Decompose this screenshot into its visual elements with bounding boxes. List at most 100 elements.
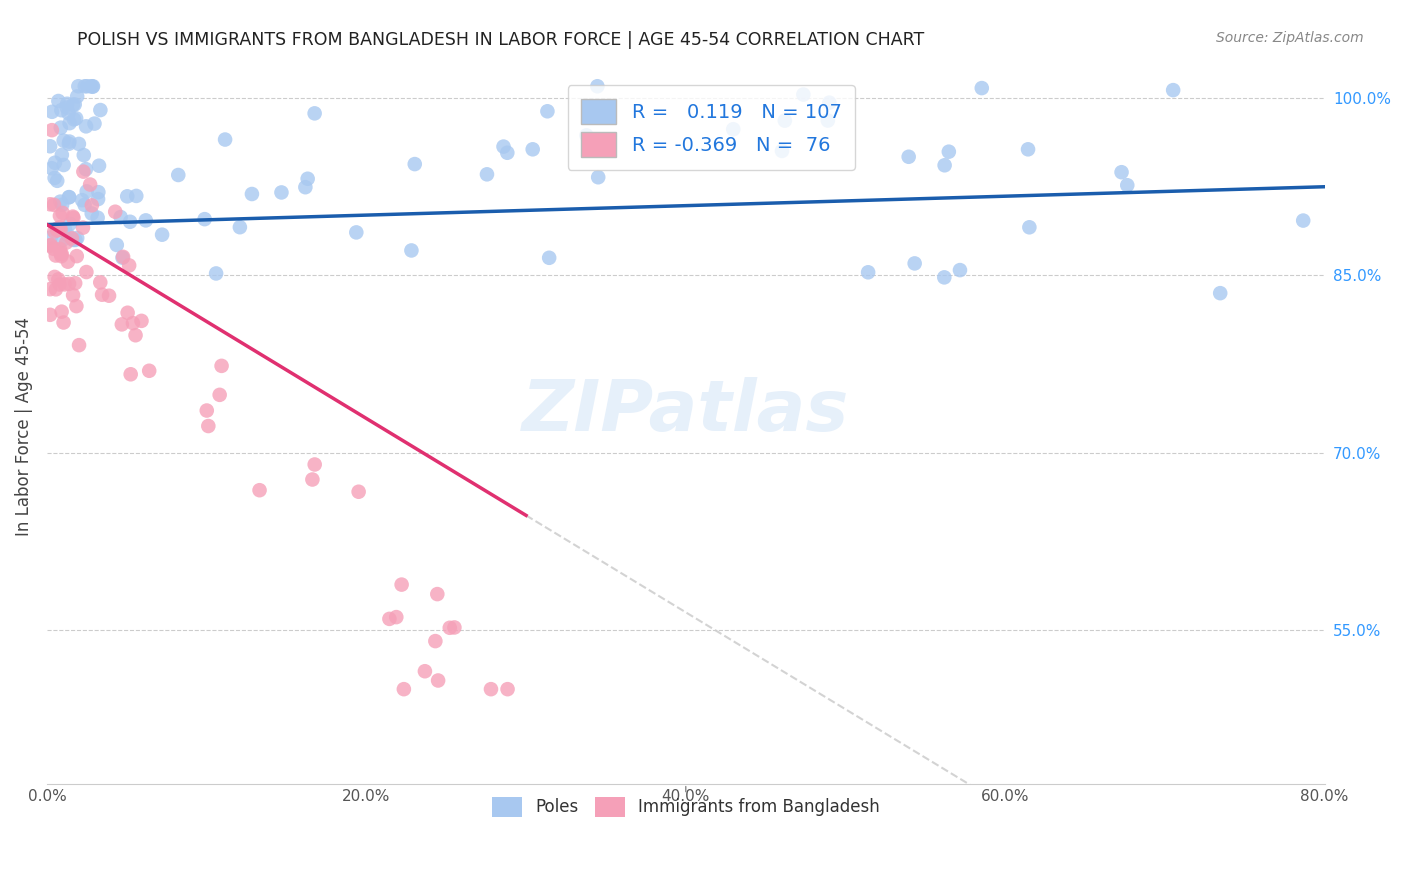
Point <box>536 104 558 119</box>
Point <box>63 97 86 112</box>
Point <box>240 186 263 201</box>
Point <box>378 612 401 626</box>
Point <box>575 128 598 143</box>
Point <box>65 299 87 313</box>
Point <box>51 103 73 118</box>
Point <box>120 215 142 229</box>
Point <box>56 96 79 111</box>
Point <box>897 150 920 164</box>
Point <box>44 170 66 185</box>
Point <box>41 123 63 137</box>
Point <box>72 220 94 235</box>
Point <box>401 244 423 258</box>
Point <box>856 265 879 279</box>
Point <box>73 79 96 94</box>
Point <box>934 270 956 285</box>
Point <box>538 251 561 265</box>
Point <box>270 186 292 200</box>
Point <box>112 250 135 264</box>
Point <box>949 263 972 277</box>
Point <box>59 217 82 231</box>
Point <box>58 277 80 291</box>
Point <box>80 206 103 220</box>
Point <box>46 221 69 235</box>
Point <box>39 197 62 211</box>
Point <box>49 246 72 260</box>
Point <box>89 103 111 117</box>
Point <box>195 403 218 417</box>
Point <box>818 95 841 110</box>
Text: Source: ZipAtlas.com: Source: ZipAtlas.com <box>1216 31 1364 45</box>
Point <box>104 204 127 219</box>
Point <box>125 189 148 203</box>
Point <box>167 168 190 182</box>
Text: ZIPatlas: ZIPatlas <box>522 377 849 446</box>
Y-axis label: In Labor Force | Age 45-54: In Labor Force | Age 45-54 <box>15 317 32 535</box>
Point <box>67 338 90 352</box>
Point <box>124 328 146 343</box>
Point <box>135 213 157 227</box>
Point <box>70 193 93 207</box>
Point <box>67 79 90 94</box>
Point <box>48 94 70 108</box>
Point <box>586 170 609 185</box>
Legend: Poles, Immigrants from Bangladesh: Poles, Immigrants from Bangladesh <box>484 789 889 825</box>
Point <box>39 282 62 296</box>
Point <box>44 269 66 284</box>
Point <box>89 276 111 290</box>
Point <box>52 134 75 148</box>
Point <box>344 226 367 240</box>
Point <box>46 174 69 188</box>
Point <box>904 256 927 270</box>
Point <box>304 106 326 120</box>
Point <box>75 162 97 177</box>
Point <box>41 104 63 119</box>
Point <box>301 473 323 487</box>
Point <box>1161 83 1184 97</box>
Point <box>62 98 84 112</box>
Point <box>46 223 69 237</box>
Point <box>67 136 90 151</box>
Point <box>49 209 72 223</box>
Point <box>53 277 76 292</box>
Point <box>58 190 80 204</box>
Point <box>347 484 370 499</box>
Point <box>413 665 436 679</box>
Point <box>792 87 814 102</box>
Point <box>73 148 96 162</box>
Point <box>1116 178 1139 193</box>
Point <box>1292 213 1315 227</box>
Point <box>62 233 84 247</box>
Point <box>58 136 80 151</box>
Point <box>39 139 62 153</box>
Point <box>205 267 228 281</box>
Point <box>111 251 134 265</box>
Point <box>208 388 231 402</box>
Point <box>425 634 447 648</box>
Point <box>58 106 80 120</box>
Point <box>66 249 89 263</box>
Point <box>1018 220 1040 235</box>
Point <box>392 682 415 697</box>
Point <box>427 673 450 688</box>
Point <box>51 247 73 261</box>
Point <box>404 157 426 171</box>
Point <box>48 277 70 292</box>
Point <box>58 135 80 149</box>
Point <box>44 224 66 238</box>
Point <box>110 210 132 224</box>
Point <box>63 276 86 290</box>
Point <box>63 112 86 127</box>
Point <box>934 158 956 172</box>
Point <box>58 116 80 130</box>
Point <box>53 221 76 235</box>
Point <box>62 211 84 225</box>
Point <box>80 198 103 212</box>
Point <box>87 159 110 173</box>
Point <box>131 314 153 328</box>
Point <box>122 316 145 330</box>
Point <box>65 112 87 126</box>
Point <box>58 190 80 204</box>
Point <box>52 316 75 330</box>
Point <box>294 180 316 194</box>
